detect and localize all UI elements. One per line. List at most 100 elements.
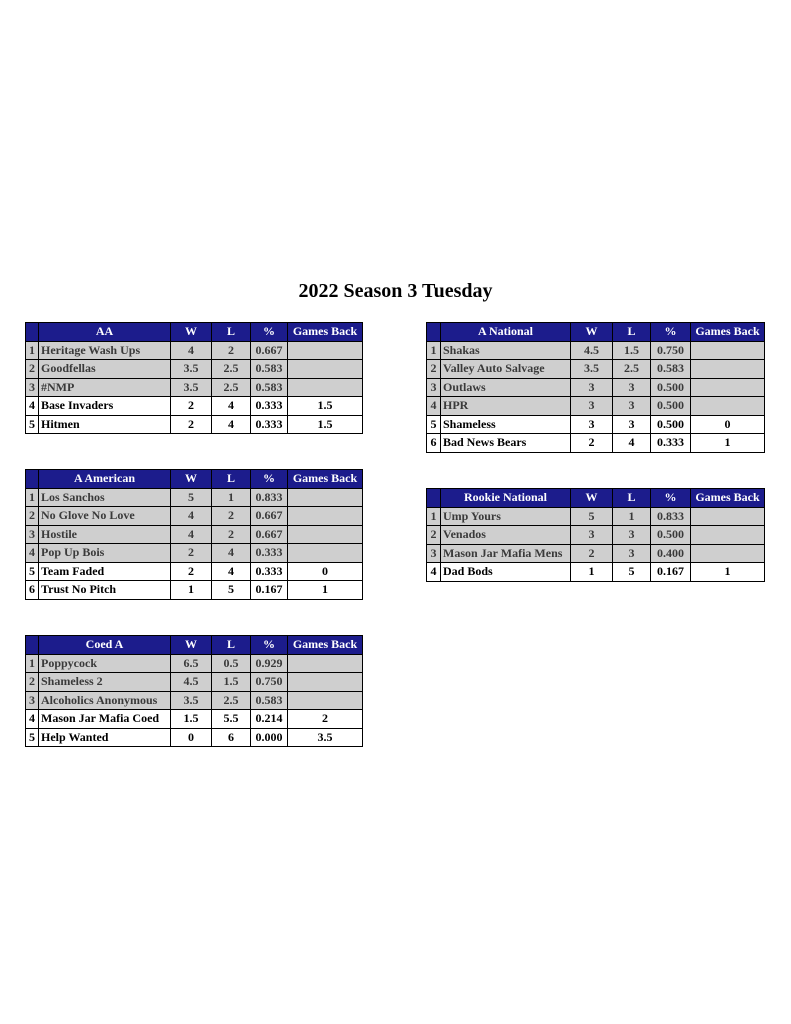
pct-cell: 0.333 [250, 414, 288, 434]
page-title: 2022 Season 3 Tuesday [298, 280, 493, 302]
w-cell: 3 [570, 396, 613, 416]
table-header-row: Coed A W L% Games Back [25, 635, 363, 655]
standings-table-coed-a: Coed A W L% Games Back 1 Poppycock 6.5 0.5 0.929… [25, 635, 363, 747]
table-row: 1 Ump Yours 5 1 0.833 [426, 506, 765, 526]
table-row: 1 Poppycock 6.5 0.5 0.929 [25, 653, 363, 673]
table-row: 1 Los Sanchos 5 1 0.833 [25, 487, 363, 507]
table-row: 2 Shameless 2 4.5 1.5 0.750 [25, 672, 363, 692]
table-row: 5 Hitmen 2 4 0.333 1.5 [25, 414, 363, 434]
team-cell: Mason Jar Mafia Coed [38, 709, 171, 729]
rank-cell: 3 [426, 543, 441, 563]
gb-cell [690, 525, 765, 545]
w-cell: 3 [570, 377, 613, 397]
rank-cell: 4 [25, 396, 39, 416]
gb-cell [287, 340, 363, 360]
table-row: 4 Mason Jar Mafia Coed 1.5 5.5 0.214 2 [25, 709, 363, 729]
gb-cell [287, 359, 363, 379]
team-cell: Shameless [440, 414, 571, 434]
w-header: W [170, 469, 212, 489]
team-cell: Hostile [38, 524, 171, 544]
pct-header: % [650, 488, 691, 508]
team-cell: Base Invaders [38, 396, 171, 416]
table-row: 6 Bad News Bears 2 4 0.333 1 [426, 433, 765, 453]
gb-cell: 1 [287, 580, 363, 600]
pct-cell: 0.333 [250, 396, 288, 416]
w-cell: 1 [570, 562, 613, 582]
w-cell: 2 [170, 414, 212, 434]
rank-cell: 4 [426, 562, 441, 582]
pct-cell: 0.000 [250, 727, 288, 747]
rank-cell: 2 [426, 359, 441, 379]
division-header: Coed A [38, 635, 171, 655]
gb-cell: 0 [690, 414, 765, 434]
standings-table-aa: AA W L% Games Back 1 Heritage Wash Ups 4 2 0.667… [25, 322, 363, 434]
rank-cell: 3 [25, 524, 39, 544]
pct-header: % [250, 635, 288, 655]
gb-cell [690, 377, 765, 397]
pct-header: % [250, 322, 288, 342]
l-cell: 1 [211, 487, 251, 507]
pct-cell: 0.833 [250, 487, 288, 507]
pct-cell: 0.333 [250, 543, 288, 563]
l-cell: 3 [612, 377, 651, 397]
w-header: W [170, 322, 212, 342]
team-cell: Heritage Wash Ups [38, 340, 171, 360]
table-row: 5 Help Wanted 0 6 0.000 3.5 [25, 727, 363, 747]
rank-cell: 1 [25, 653, 39, 673]
gb-header: Games Back [287, 322, 363, 342]
l-cell: 3 [612, 414, 651, 434]
table-row: 3 Outlaws 3 3 0.500 [426, 377, 765, 397]
gb-cell: 0 [287, 561, 363, 581]
l-cell: 3 [612, 396, 651, 416]
l-header: L [612, 488, 651, 508]
pct-cell: 0.214 [250, 709, 288, 729]
team-cell: No Glove No Love [38, 506, 171, 526]
team-cell: Pop Up Bois [38, 543, 171, 563]
l-cell: 4 [211, 414, 251, 434]
w-cell: 2 [170, 396, 212, 416]
rank-cell: 5 [25, 561, 39, 581]
table-header-row: A National W L% Games Back [426, 322, 765, 342]
table-row: 4 HPR 3 3 0.500 [426, 396, 765, 416]
l-cell: 4 [211, 543, 251, 563]
w-cell: 0 [170, 727, 212, 747]
pct-cell: 0.667 [250, 506, 288, 526]
team-cell: Valley Auto Salvage [440, 359, 571, 379]
rank-header [25, 635, 39, 655]
table-row: 1 Heritage Wash Ups 4 2 0.667 [25, 340, 363, 360]
table-row: 5 Shameless 3 3 0.500 0 [426, 414, 765, 434]
pct-cell: 0.667 [250, 524, 288, 544]
gb-cell [690, 340, 765, 360]
gb-cell: 1.5 [287, 396, 363, 416]
w-header: W [170, 635, 212, 655]
rank-cell: 3 [25, 377, 39, 397]
team-cell: Goodfellas [38, 359, 171, 379]
l-header: L [211, 635, 251, 655]
gb-header: Games Back [287, 635, 363, 655]
gb-cell: 1 [690, 433, 765, 453]
rank-header [25, 469, 39, 489]
gb-cell [690, 506, 765, 526]
team-cell: Dad Bods [440, 562, 571, 582]
pct-cell: 0.500 [650, 525, 691, 545]
pct-cell: 0.833 [650, 506, 691, 526]
l-cell: 3 [612, 525, 651, 545]
w-header: W [570, 322, 613, 342]
pct-cell: 0.750 [650, 340, 691, 360]
gb-cell [287, 690, 363, 710]
rank-cell: 4 [426, 396, 441, 416]
l-cell: 2 [211, 524, 251, 544]
rank-header [25, 322, 39, 342]
rank-cell: 2 [25, 359, 39, 379]
w-cell: 5 [570, 506, 613, 526]
l-header: L [612, 322, 651, 342]
table-row: 2 No Glove No Love 4 2 0.667 [25, 506, 363, 526]
l-cell: 0.5 [211, 653, 251, 673]
gb-cell [690, 396, 765, 416]
team-cell: Bad News Bears [440, 433, 571, 453]
team-cell: Mason Jar Mafia Mens [440, 543, 571, 563]
pct-cell: 0.500 [650, 414, 691, 434]
w-cell: 4.5 [570, 340, 613, 360]
pct-cell: 0.400 [650, 543, 691, 563]
gb-cell [287, 377, 363, 397]
